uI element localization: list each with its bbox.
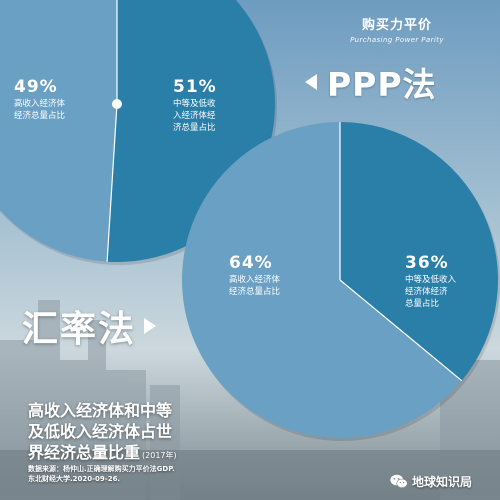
slice-description-label: 高收入经济体 — [14, 98, 66, 109]
ppp-title-cn: 购买力平价 — [361, 18, 432, 33]
brand-name: 地球知识局 — [412, 475, 473, 489]
ppp-method-label: PPP法 — [305, 58, 437, 106]
slice-description-label: 济总量占比 — [173, 122, 216, 133]
slice-description-label: 总量占比 — [405, 298, 439, 309]
wechat-icon — [390, 474, 408, 489]
ppp-method-text: PPP法 — [327, 65, 437, 104]
slice-description-label: 中等及低收 — [173, 98, 216, 109]
pie-slice-high-income — [0, 0, 117, 262]
ppp-title-en: Purchasing Power Parity — [350, 36, 444, 44]
slice-description-label: 经济总量占比 — [14, 110, 65, 121]
pie-slice-high-income — [182, 122, 462, 438]
fx-method-text: 汇率法 — [22, 309, 137, 350]
main-title-line2: 及低收入经济体占世 — [28, 422, 173, 441]
slice-description-label: 高收入经济体 — [229, 274, 281, 285]
ppp-heading: 购买力平价 Purchasing Power Parity — [322, 14, 472, 44]
main-title-year: (2017年) — [142, 451, 177, 460]
pie-divider — [106, 103, 118, 262]
pie-divider — [339, 279, 463, 382]
slice-description-label: 入经济体经 — [173, 110, 216, 121]
slice-description-label: 经济体经济 — [405, 286, 448, 297]
main-title-line1: 高收入经济体和中等 — [28, 401, 173, 420]
slice-percent-label: 49% — [14, 77, 58, 97]
pie-center-dot — [112, 99, 122, 109]
source-line2: 东北财经大学.2020-09-26. — [28, 475, 121, 483]
slice-percent-label: 64% — [229, 253, 273, 273]
pie-slice-mid-low-income — [340, 122, 498, 381]
slice-description-label: 中等及低收入 — [405, 274, 457, 285]
slice-description-label: 经济总量占比 — [229, 286, 280, 297]
slice-percent-label: 36% — [405, 253, 449, 273]
fx-method-label: 汇率法 — [22, 300, 157, 352]
slice-percent-label: 51% — [173, 77, 217, 97]
data-source: 数据来源：杨仲山.正确理解购买力平价法GDP. 东北财经大学.2020-09-2… — [28, 464, 228, 484]
brand: 地球知识局 — [390, 473, 472, 490]
triangle-left-icon — [305, 74, 317, 90]
main-title-line3: 界经济总量比重 — [28, 443, 141, 462]
main-title: 高收入经济体和中等 及低收入经济体占世 界经济总量比重 (2017年) — [28, 400, 218, 466]
source-line1: 数据来源：杨仲山.正确理解购买力平价法GDP. — [28, 465, 175, 473]
triangle-right-icon — [144, 318, 157, 334]
